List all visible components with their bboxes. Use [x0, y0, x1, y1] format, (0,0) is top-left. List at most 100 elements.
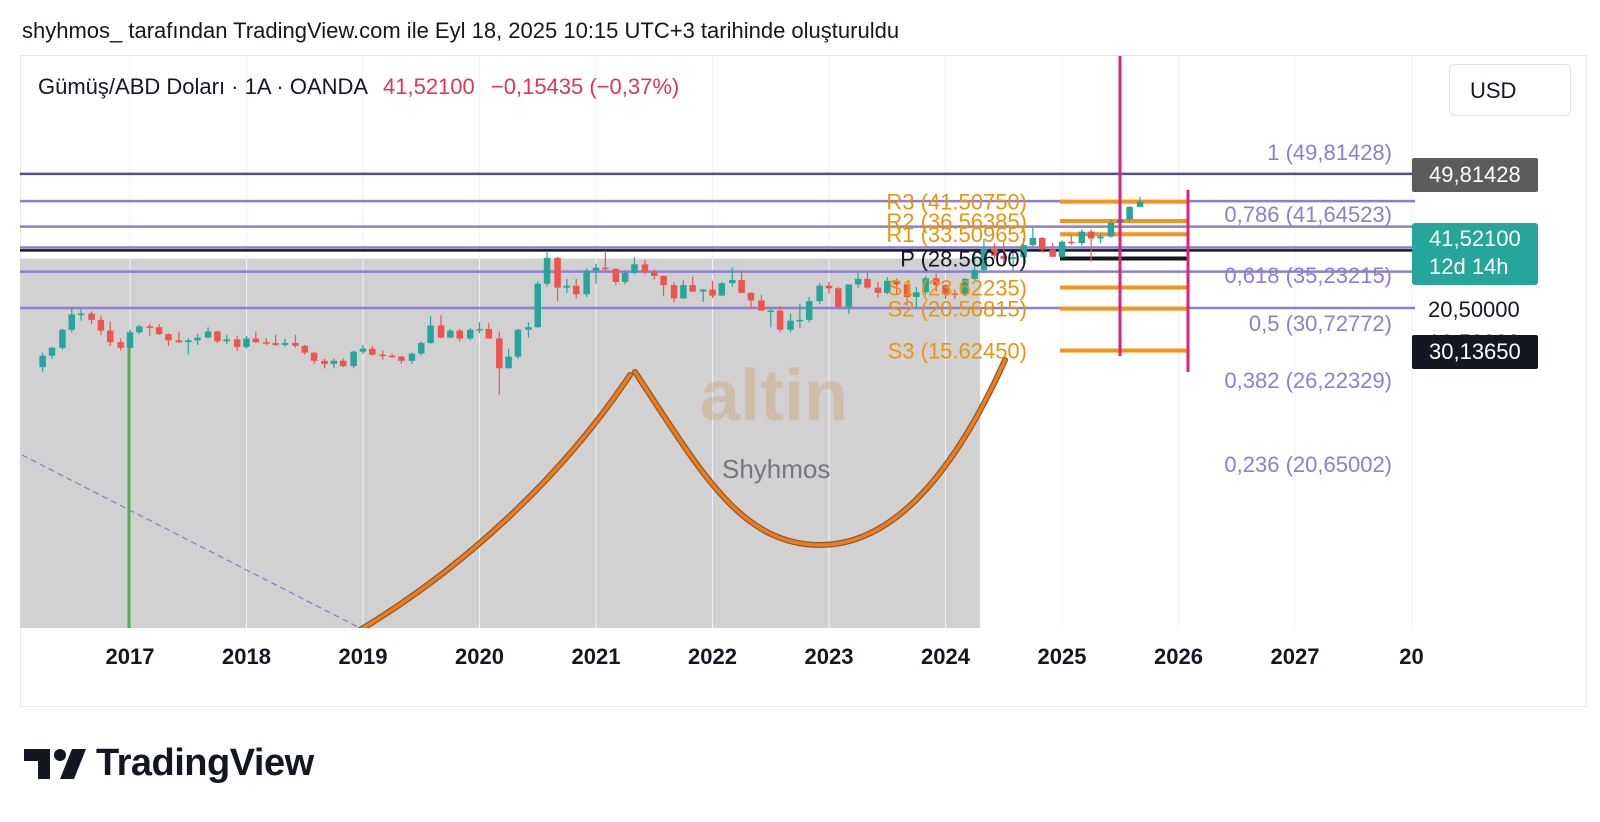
candle [456, 328, 463, 342]
candle [572, 278, 580, 299]
candle-body [971, 269, 978, 279]
candle [301, 344, 308, 355]
candle-body [1058, 241, 1066, 257]
candle [913, 286, 920, 308]
candle-body [942, 285, 949, 294]
candle-body [1020, 245, 1027, 258]
cup-left-arm [359, 373, 632, 628]
candle [398, 355, 405, 364]
candle-body [747, 292, 755, 301]
candle [835, 286, 842, 308]
candle-body [505, 356, 512, 369]
candle-body [835, 288, 842, 307]
x-tick-label: 2024 [921, 644, 971, 669]
trend-line [21, 454, 361, 628]
fib-label: 0,382 (26,22329) [1224, 368, 1392, 393]
pivot-label-p: P (28.56600) [900, 247, 1027, 272]
candle [543, 252, 551, 287]
candle [563, 278, 571, 293]
candle-body [485, 328, 493, 339]
tradingview-logo[interactable]: TradingView [24, 742, 314, 785]
candle-body [496, 338, 503, 369]
fib-label: 0,786 (41,64523) [1224, 202, 1392, 227]
candle-body [816, 285, 823, 302]
candle-body [980, 249, 988, 270]
candle-body [1136, 201, 1144, 207]
candle [359, 344, 367, 354]
candle-body [680, 285, 687, 299]
symbol-legend: Gümüş/ABD Doları · 1A · OANDA 41,52100 −… [38, 74, 679, 100]
candle [126, 329, 134, 349]
author-watermark: Shyhmos [722, 454, 830, 484]
candle [485, 323, 493, 339]
candle [854, 272, 862, 288]
candle [321, 358, 328, 369]
x-tick-label: 2027 [1271, 644, 1320, 669]
candle [805, 296, 813, 323]
currency-button[interactable]: USD [1449, 64, 1571, 116]
candle-body [59, 329, 66, 348]
candle [1097, 233, 1104, 244]
shaded-range-zone [20, 258, 980, 628]
candle [641, 259, 649, 275]
watermark-text: altin [700, 356, 848, 436]
candle-body [1097, 236, 1104, 239]
candle-body [301, 345, 308, 353]
candle-body [718, 283, 726, 296]
symbol-name[interactable]: Gümüş/ABD Doları · 1A · OANDA [38, 74, 367, 99]
fib-label: 0,618 (35,23215) [1224, 263, 1392, 288]
candle [583, 268, 590, 297]
y-tick-label: 20,50000 [1428, 297, 1520, 322]
candle-body [310, 352, 318, 361]
candle [680, 280, 687, 300]
candle-body [456, 330, 463, 339]
legend-change: −0,15435 (−0,37%) [490, 74, 680, 99]
pivot-label-s1: S1 (23.62235) [888, 275, 1027, 300]
x-tick-label: 2022 [688, 644, 737, 669]
candle [699, 288, 707, 302]
candle [1087, 229, 1095, 262]
candle-body [68, 314, 75, 330]
candle [514, 328, 522, 359]
candle [1038, 237, 1046, 253]
candle [155, 323, 163, 335]
candle [175, 331, 183, 344]
candle [369, 345, 376, 356]
candle [738, 271, 745, 293]
candle-body [175, 340, 183, 343]
candle-body [1049, 249, 1056, 257]
cup-bowl [633, 358, 1007, 547]
candle [554, 256, 561, 302]
candle-body [339, 360, 347, 367]
candle [962, 278, 969, 297]
pivot-label-r1: R1 (33.50965) [886, 222, 1027, 247]
candle [651, 269, 658, 280]
candle-body [962, 278, 969, 295]
x-tick-label: 2018 [222, 644, 271, 669]
candle [1126, 206, 1133, 223]
candle [980, 238, 988, 273]
candle [1068, 234, 1075, 245]
candle [292, 334, 299, 348]
candle [718, 281, 726, 297]
candle [252, 331, 260, 344]
candle [339, 358, 347, 368]
candle-body [758, 300, 765, 311]
candle [263, 338, 270, 345]
candle-body [612, 268, 620, 282]
candle-body [884, 280, 891, 293]
candle [1049, 243, 1056, 258]
candle-body [874, 287, 882, 293]
x-tick-label: 20 [1399, 644, 1423, 669]
candle-body [447, 330, 454, 338]
x-tick-label: 2019 [339, 644, 388, 669]
candle [48, 346, 56, 359]
candle [204, 327, 212, 339]
candle-body [252, 338, 260, 343]
candle [631, 257, 638, 275]
badge-black-bg [1412, 335, 1538, 369]
pivot-label-s2: S2 (20.56815) [888, 297, 1027, 322]
candle-body [651, 272, 658, 276]
candle-body [243, 338, 250, 347]
